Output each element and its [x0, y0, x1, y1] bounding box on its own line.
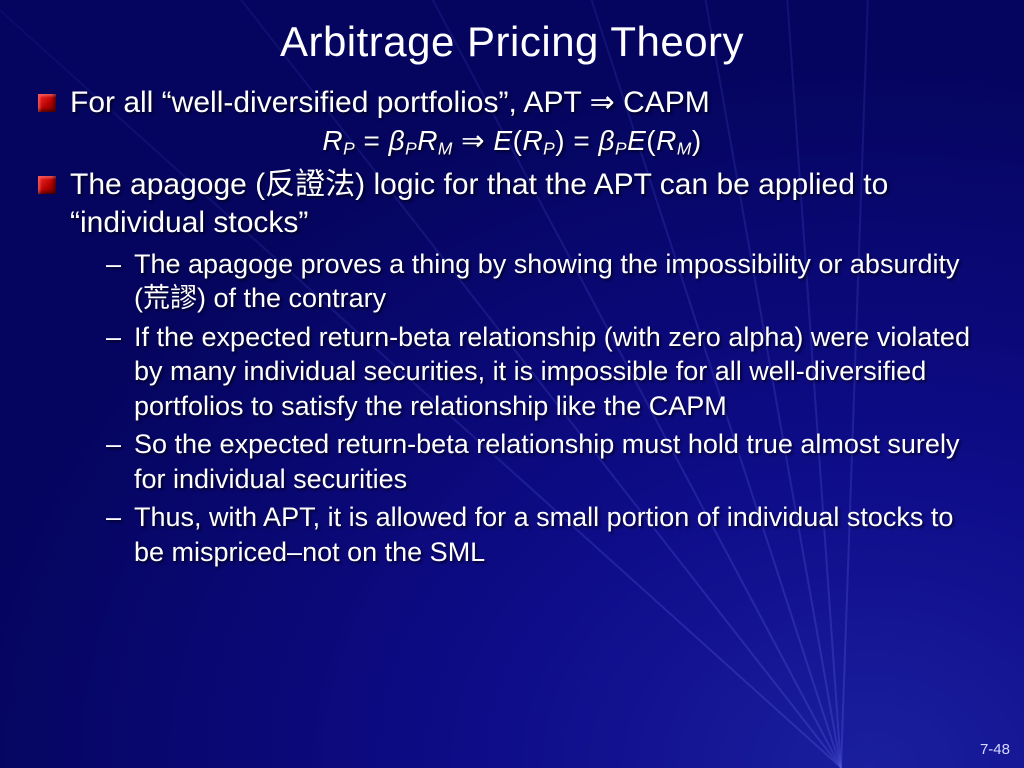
bullet-item: The apagoge (反證法) logic for that the APT…	[34, 166, 990, 570]
sub-bullet-item: So the expected return-beta relationship…	[70, 427, 990, 496]
sub-bullet-item: The apagoge proves a thing by showing th…	[70, 247, 990, 316]
slide: Arbitrage Pricing Theory For all “well-d…	[0, 0, 1024, 768]
bullet-text: The apagoge (反證法) logic for that the APT…	[70, 168, 888, 239]
bullet-item: For all “well-diversified portfolios”, A…	[34, 84, 990, 122]
sub-bullet-item: If the expected return-beta relationship…	[70, 320, 990, 424]
sub-bullet-item: Thus, with APT, it is allowed for a smal…	[70, 500, 990, 569]
sub-bullet-list: The apagoge proves a thing by showing th…	[70, 247, 990, 570]
bullet-text: For all “well-diversified portfolios”, A…	[70, 86, 710, 119]
slide-title: Arbitrage Pricing Theory	[34, 18, 990, 66]
formula: RP = βPRM ⇒ E(RP) = βPE(RM)	[34, 124, 990, 159]
bullet-list: For all “well-diversified portfolios”, A…	[34, 84, 990, 569]
page-number: 7-48	[980, 741, 1010, 758]
